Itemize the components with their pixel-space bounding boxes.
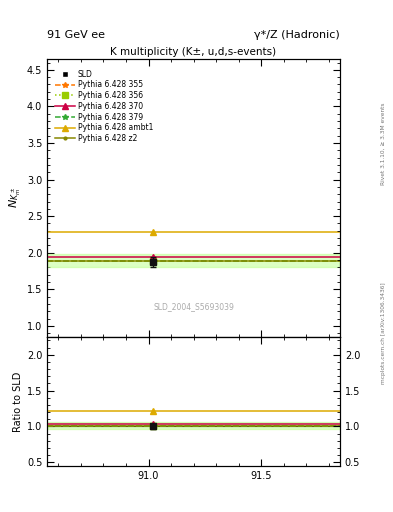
- Y-axis label: Ratio to SLD: Ratio to SLD: [13, 371, 23, 432]
- Y-axis label: $N_{K^\pm_m}$: $N_{K^\pm_m}$: [7, 187, 23, 208]
- Text: SLD_2004_S5693039: SLD_2004_S5693039: [153, 302, 234, 311]
- Bar: [47, 254, 340, 267]
- Title: K multiplicity (K±, u,d,s-events): K multiplicity (K±, u,d,s-events): [110, 47, 277, 57]
- Text: mcplots.cern.ch [arXiv:1306.3436]: mcplots.cern.ch [arXiv:1306.3436]: [381, 282, 386, 383]
- Text: γ*/Z (Hadronic): γ*/Z (Hadronic): [254, 30, 340, 40]
- Bar: [47, 422, 340, 430]
- Legend: SLD, Pythia 6.428 355, Pythia 6.428 356, Pythia 6.428 370, Pythia 6.428 379, Pyt: SLD, Pythia 6.428 355, Pythia 6.428 356,…: [54, 68, 154, 144]
- Text: Rivet 3.1.10, ≥ 3.3M events: Rivet 3.1.10, ≥ 3.3M events: [381, 102, 386, 185]
- Text: 91 GeV ee: 91 GeV ee: [47, 30, 105, 40]
